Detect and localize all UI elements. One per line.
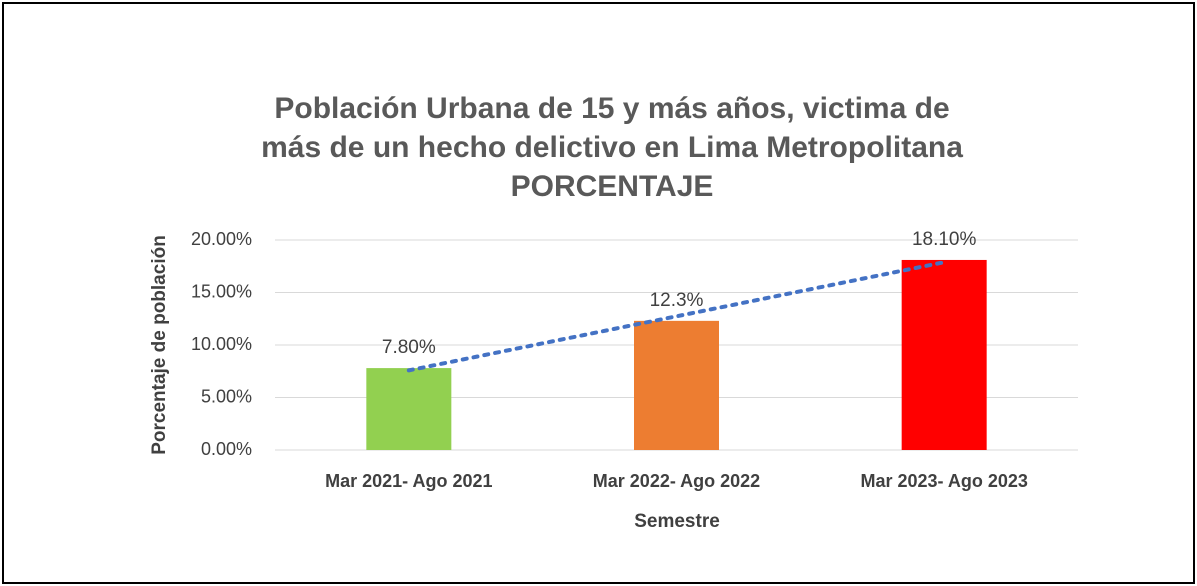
bar bbox=[901, 259, 987, 450]
y-tick-label: 20.00% bbox=[191, 229, 252, 249]
chart-title: más de un hecho delictivo en Lima Metrop… bbox=[261, 131, 963, 164]
y-tick-label: 15.00% bbox=[191, 281, 252, 301]
x-tick-label: Mar 2021- Ago 2021 bbox=[325, 471, 492, 491]
data-label: 7.80% bbox=[382, 337, 436, 358]
x-tick-label: Mar 2023- Ago 2023 bbox=[860, 471, 1027, 491]
data-label: 18.10% bbox=[912, 229, 977, 250]
bar bbox=[366, 368, 452, 450]
y-tick-label: 5.00% bbox=[201, 386, 252, 406]
y-tick-label: 10.00% bbox=[191, 334, 252, 354]
x-tick-label: Mar 2022- Ago 2022 bbox=[593, 471, 760, 491]
x-axis-label: Semestre bbox=[634, 511, 720, 532]
data-label: 12.3% bbox=[650, 290, 704, 311]
bar bbox=[634, 320, 719, 450]
chart-title: PORCENTAJE bbox=[511, 170, 714, 203]
trendline bbox=[406, 260, 947, 373]
y-tick-label: 0.00% bbox=[201, 439, 252, 459]
chart-title: Población Urbana de 15 y más años, victi… bbox=[274, 92, 949, 125]
y-axis-label: Porcentaje de población bbox=[149, 235, 170, 455]
